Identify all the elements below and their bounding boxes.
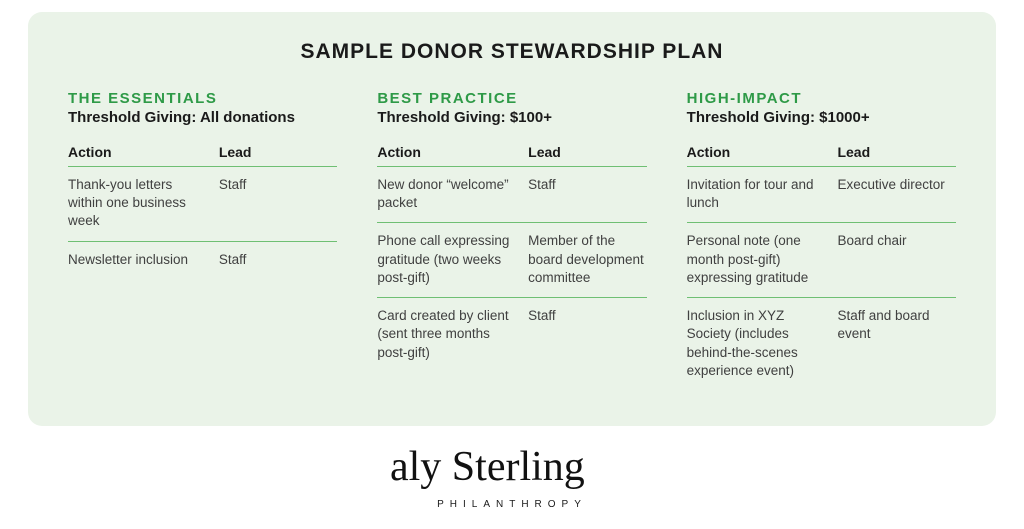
cell-action: Thank-you letters within one business we… [68, 176, 219, 231]
table-row: New donor “welcome” packetStaff [377, 166, 646, 222]
plan-card: SAMPLE DONOR STEWARDSHIP PLAN THE ESSENT… [28, 12, 996, 426]
table-header-action: Action [377, 144, 528, 160]
table-header: ActionLead [687, 144, 956, 166]
table-row: Thank-you letters within one business we… [68, 166, 337, 241]
cell-lead: Executive director [837, 176, 956, 212]
column-heading: THE ESSENTIALS [68, 90, 337, 107]
logo-subtext: PHILANTHROPY [0, 499, 1024, 510]
cell-action: Inclusion in XYZ Society (includes behin… [687, 307, 838, 380]
cell-action: Personal note (one month post-gift) expr… [687, 232, 838, 287]
table-row: Inclusion in XYZ Society (includes behin… [687, 297, 956, 390]
cell-action: Invitation for tour and lunch [687, 176, 838, 212]
logo-script: aly Sterling [382, 440, 642, 505]
cell-lead: Staff [219, 251, 338, 269]
column-threshold: Threshold Giving: All donations [68, 109, 337, 126]
cell-action: New donor “welcome” packet [377, 176, 528, 212]
cell-lead: Board chair [837, 232, 956, 287]
table-row: Personal note (one month post-gift) expr… [687, 222, 956, 297]
column-heading: BEST PRACTICE [377, 90, 646, 107]
column-threshold: Threshold Giving: $100+ [377, 109, 646, 126]
page-title: SAMPLE DONOR STEWARDSHIP PLAN [68, 40, 956, 64]
cell-lead: Staff and board event [837, 307, 956, 380]
table-header: ActionLead [68, 144, 337, 166]
cell-lead: Staff [528, 307, 647, 362]
cell-action: Phone call expressing gratitude (two wee… [377, 232, 528, 287]
logo: aly Sterling PHILANTHROPY [0, 440, 1024, 510]
table-row: Newsletter inclusionStaff [68, 241, 337, 279]
table-header-action: Action [687, 144, 838, 160]
plan-column: BEST PRACTICE Threshold Giving: $100+ Acti… [377, 90, 646, 390]
cell-lead: Staff [528, 176, 647, 212]
plan-column: HIGH-IMPACT Threshold Giving: $1000+ Actio… [687, 90, 956, 390]
table-header-lead: Lead [219, 144, 338, 160]
cell-lead: Member of the board development committe… [528, 232, 647, 287]
cell-lead: Staff [219, 176, 338, 231]
column-threshold: Threshold Giving: $1000+ [687, 109, 956, 126]
table-row: Invitation for tour and lunchExecutive d… [687, 166, 956, 222]
logo-script-text: aly Sterling [390, 444, 585, 490]
column-heading: HIGH-IMPACT [687, 90, 956, 107]
table-row: Card created by client (sent three month… [377, 297, 646, 372]
table-header-action: Action [68, 144, 219, 160]
plan-column: THE ESSENTIALS Threshold Giving: All dona… [68, 90, 337, 390]
cell-action: Card created by client (sent three month… [377, 307, 528, 362]
table-row: Phone call expressing gratitude (two wee… [377, 222, 646, 297]
table-header-lead: Lead [528, 144, 647, 160]
table-header-lead: Lead [837, 144, 956, 160]
columns-container: THE ESSENTIALS Threshold Giving: All dona… [68, 90, 956, 390]
table-header: ActionLead [377, 144, 646, 166]
cell-action: Newsletter inclusion [68, 251, 219, 269]
